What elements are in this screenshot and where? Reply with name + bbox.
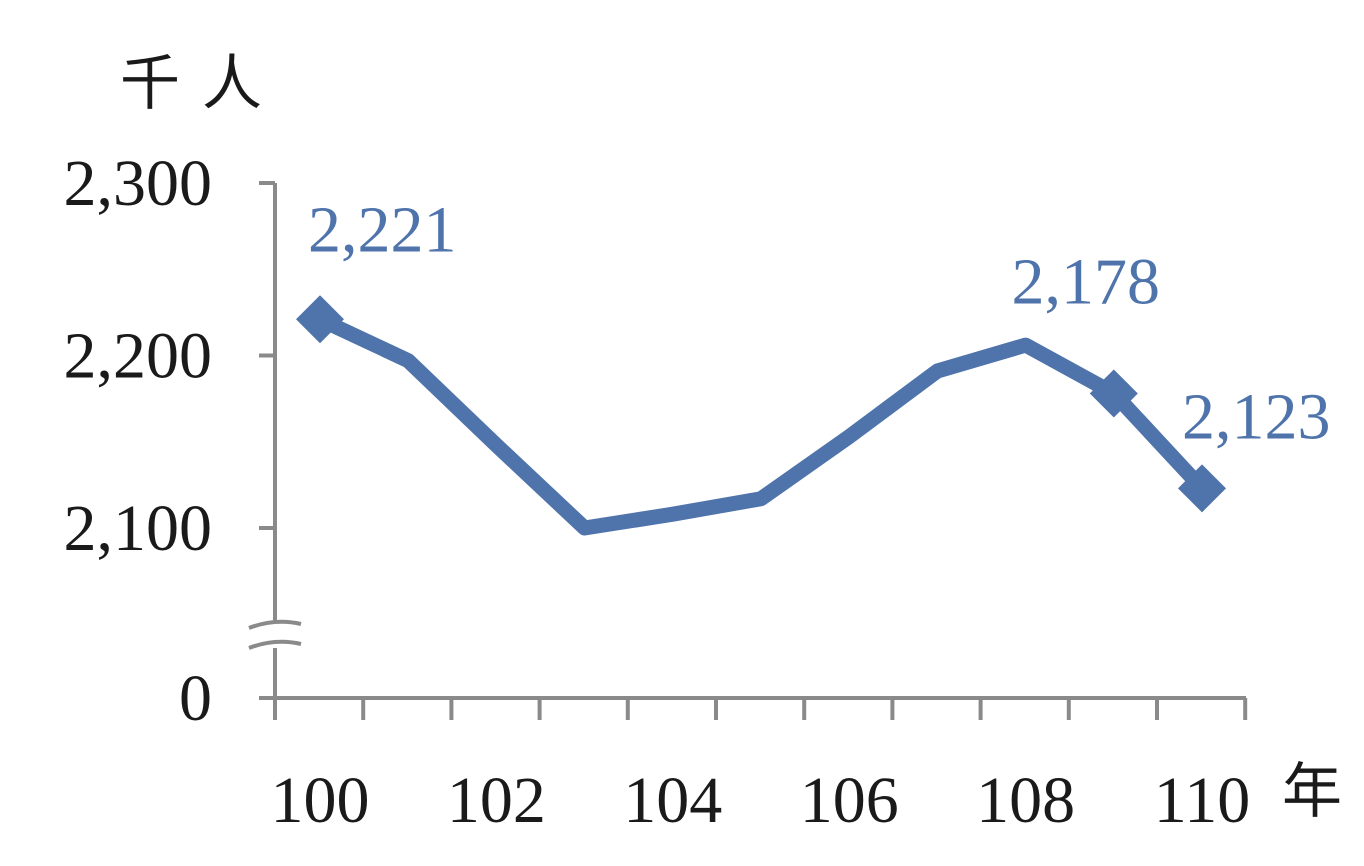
- data-label: 2,123: [1182, 380, 1331, 453]
- x-axis-unit-label: 年: [1282, 759, 1342, 825]
- y-tick-label: 2,100: [64, 492, 213, 565]
- data-point-marker: [1178, 464, 1226, 513]
- y-tick-label: 0: [179, 662, 212, 735]
- data-label: 2,221: [308, 193, 457, 266]
- series-line: [312, 311, 1210, 536]
- x-tick-label: 104: [623, 764, 722, 837]
- tick-labels: 0 2,100 2,200 2,300 100 102 104 106 108 110 2,221 2…: [64, 147, 1331, 837]
- axes: [247, 181, 1248, 720]
- y-axis-break-mark-bottom: [248, 639, 302, 650]
- x-tick-label: 108: [976, 764, 1075, 837]
- data-point-marker: [296, 295, 344, 344]
- y-tick-label: 2,300: [64, 147, 213, 220]
- plot-area: [296, 295, 1226, 536]
- x-tick-label: 100: [271, 764, 370, 837]
- data-label: 2,178: [1012, 245, 1161, 318]
- y-tick-label: 2,200: [64, 320, 213, 393]
- x-tick-label: 106: [800, 764, 899, 837]
- data-point-marker: [1089, 369, 1138, 418]
- y-axis-unit-label: 千人: [120, 51, 284, 117]
- x-tick-label: 102: [447, 764, 546, 837]
- y-axis-break-mark-top: [248, 619, 302, 630]
- x-tick-label: 110: [1154, 764, 1251, 837]
